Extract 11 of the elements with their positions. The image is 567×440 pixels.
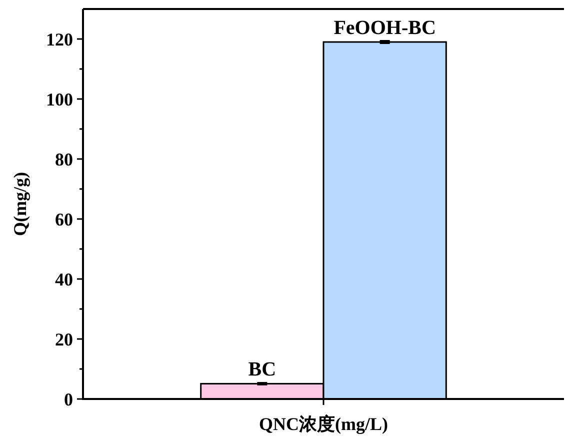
y-tick-label: 20 — [55, 330, 73, 350]
x-tick-label: QNC浓度(mg/L) — [259, 414, 388, 434]
series-label: FeOOH-BC — [334, 17, 436, 39]
y-tick-label: 80 — [55, 150, 73, 170]
y-tick-label: 0 — [64, 390, 73, 410]
y-tick-label: 40 — [55, 270, 73, 290]
y-tick-label: 120 — [46, 30, 73, 50]
series-label: BC — [248, 358, 276, 381]
y-axis-title: Q(mg/g) — [10, 172, 30, 236]
y-tick-label: 100 — [46, 90, 73, 110]
y-tick-label: 60 — [55, 210, 73, 230]
